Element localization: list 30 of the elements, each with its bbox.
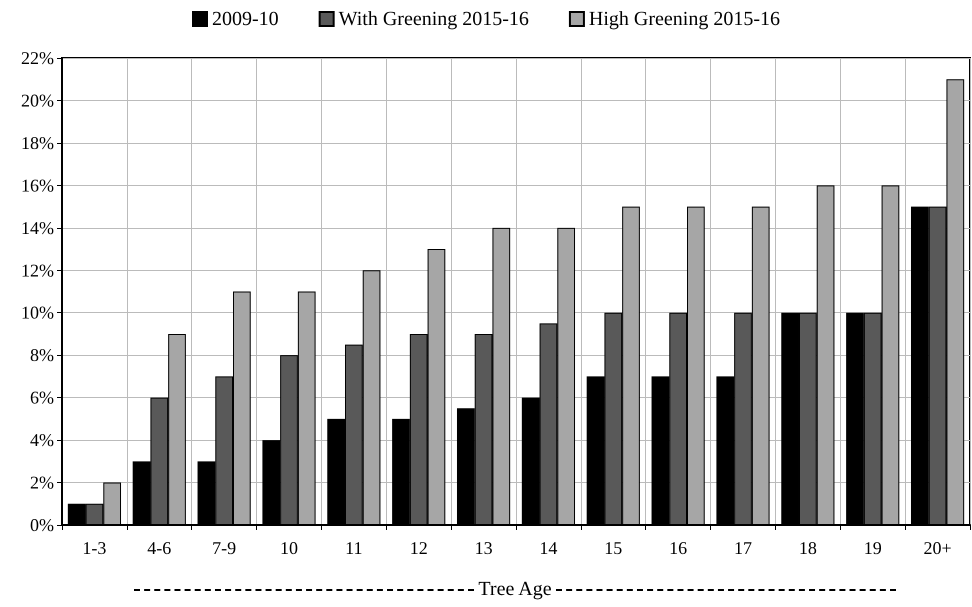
y-tick-label: 2% [30, 472, 54, 493]
x-tick-label: 15 [604, 538, 622, 558]
x-tick-label: 10 [280, 538, 298, 558]
y-tick-label: 8% [30, 345, 54, 366]
x-tick-label: 19 [864, 538, 882, 558]
x-tick-label: 14 [539, 538, 558, 558]
legend-label: With Greening 2015-16 [338, 8, 529, 30]
y-tick-label: 12% [21, 260, 54, 280]
x-tick-label: 12 [410, 538, 428, 558]
x-tick-label: 17 [734, 538, 752, 558]
x-tick-label: 1-3 [82, 538, 106, 558]
legend-label: 2009-10 [212, 8, 279, 30]
x-tick-label: 13 [474, 538, 493, 558]
y-tick-label: 0% [30, 515, 54, 535]
y-tick-label: 18% [21, 132, 54, 153]
y-tick-label: 6% [30, 388, 54, 408]
y-tick-label: 20% [21, 90, 54, 110]
y-tick-label: 14% [21, 218, 54, 238]
x-tick-label: 11 [345, 538, 363, 558]
x-axis-title: Tree Age [478, 578, 552, 601]
y-tick-label: 4% [30, 430, 54, 450]
y-tick-label: 16% [21, 175, 54, 196]
x-tick-label: 7-9 [212, 538, 236, 558]
x-tick-label: 18 [798, 538, 817, 558]
x-tick-label: 4-6 [147, 538, 172, 558]
y-tick-label: 10% [21, 302, 54, 323]
legend-label: High Greening 2015-16 [588, 8, 780, 30]
y-tick-label: 22% [21, 48, 54, 68]
x-tick-label: 16 [669, 538, 688, 558]
x-tick-label: 20+ [923, 538, 952, 558]
